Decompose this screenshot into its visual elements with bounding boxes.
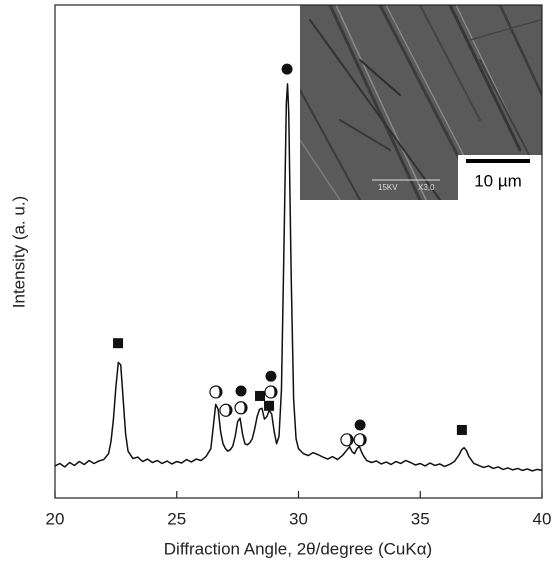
phase-marker-square bbox=[255, 390, 266, 401]
marker-fill bbox=[241, 401, 248, 414]
phase-marker-circle bbox=[265, 370, 277, 382]
phase-marker-half-circle bbox=[264, 385, 278, 399]
marker-fill bbox=[360, 433, 367, 446]
inset-magnification: X3,0 bbox=[418, 183, 435, 192]
phase-marker-circle bbox=[281, 63, 293, 75]
x-tick-label: 30 bbox=[289, 509, 308, 528]
phase-marker-square bbox=[264, 400, 275, 411]
sem-inset: 15KV X3,0 10 µm bbox=[300, 5, 542, 200]
x-tick-label: 20 bbox=[46, 509, 65, 528]
x-tick-label: 35 bbox=[411, 509, 430, 528]
y-axis-label: Intensity (a. u.) bbox=[9, 196, 28, 308]
phase-marker-half-circle bbox=[219, 403, 233, 417]
phase-marker-half-circle bbox=[353, 433, 367, 447]
phase-marker-half-circle bbox=[209, 385, 223, 399]
scale-label: 10 µm bbox=[474, 171, 522, 190]
phase-marker-circle bbox=[354, 419, 366, 431]
phase-marker-square bbox=[456, 424, 467, 435]
spectrum-line bbox=[54, 83, 543, 472]
marker-fill bbox=[225, 404, 232, 417]
inset-voltage: 15KV bbox=[378, 183, 398, 192]
phase-marker-square bbox=[113, 338, 124, 349]
phase-marker-half-circle bbox=[234, 401, 248, 415]
x-axis-label: Diffraction Angle, 2θ/degree (CuKα) bbox=[164, 539, 432, 558]
x-tick-label: 25 bbox=[167, 509, 186, 528]
phase-marker-circle bbox=[235, 385, 247, 397]
inset-texture bbox=[300, 5, 542, 200]
scale-bar bbox=[466, 159, 530, 163]
marker-fill bbox=[270, 386, 277, 399]
marker-fill bbox=[215, 386, 222, 399]
x-tick-label: 40 bbox=[533, 509, 552, 528]
phase-marker-half-circle bbox=[340, 433, 354, 447]
marker-fill bbox=[346, 433, 353, 446]
